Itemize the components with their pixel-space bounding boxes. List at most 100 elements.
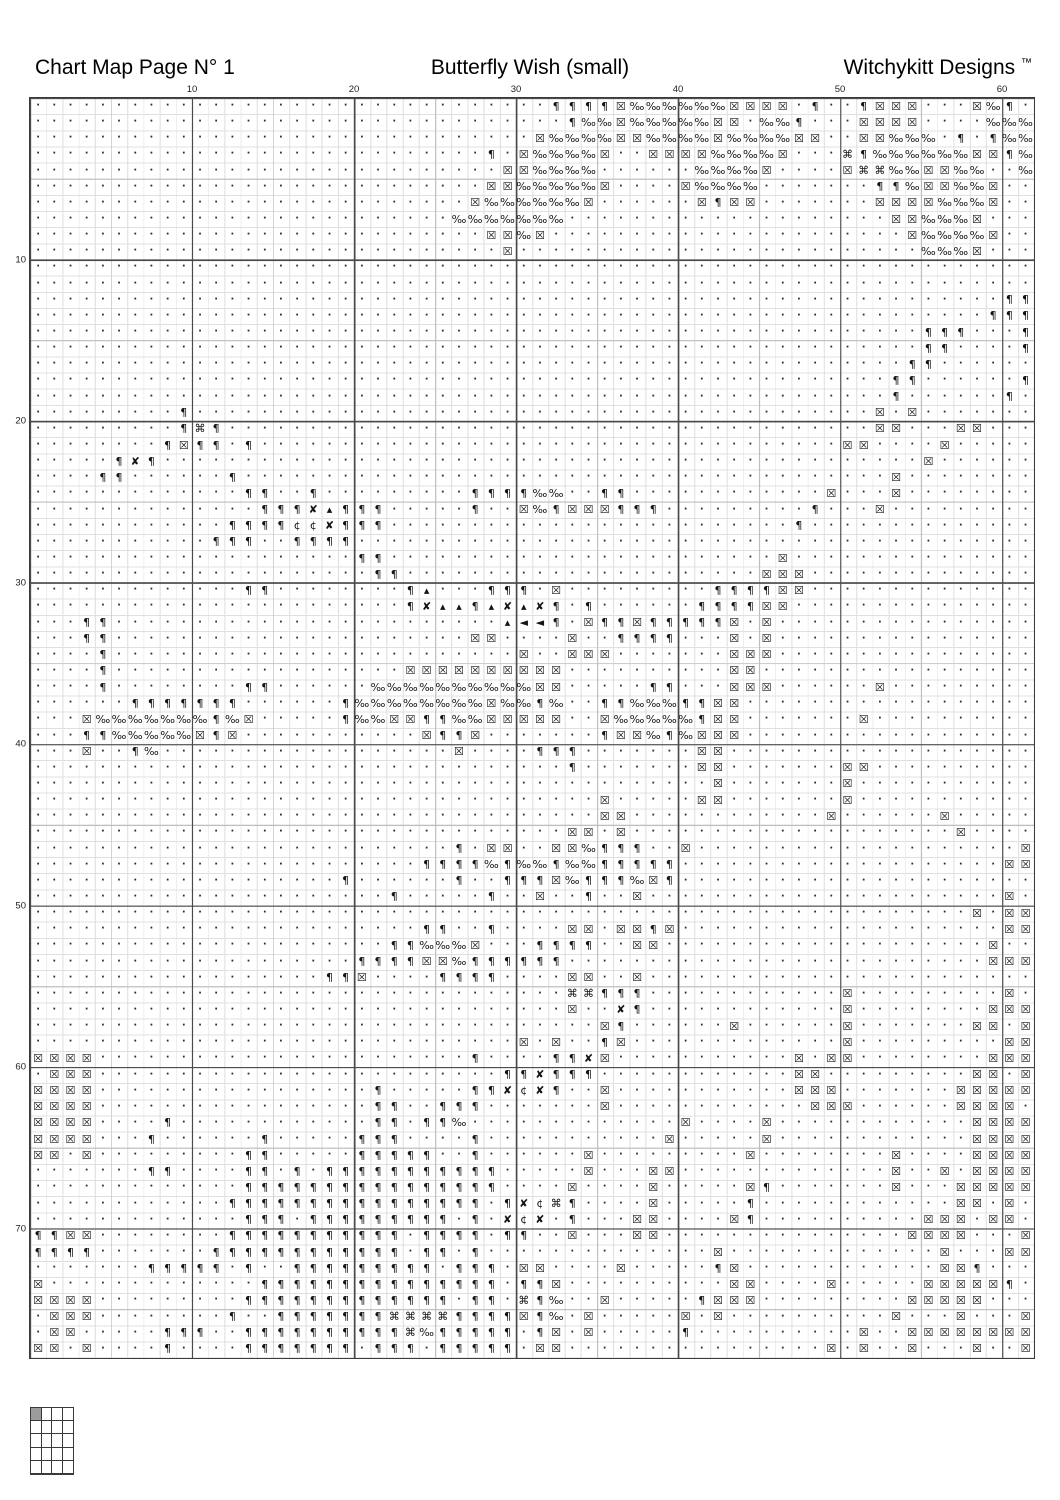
grid-cell: · [117, 664, 121, 676]
grid-cell: · [457, 1020, 461, 1032]
grid-cell: · [181, 455, 186, 467]
grid-cell: · [117, 148, 121, 160]
grid-cell: · [699, 261, 704, 273]
grid-cell: · [780, 519, 785, 531]
row-axis-label: 30 [15, 577, 26, 588]
grid-cell: · [230, 1165, 235, 1177]
grid-cell: · [877, 471, 882, 483]
grid-cell: · [554, 1165, 558, 1177]
grid-cell: · [36, 777, 40, 789]
grid-cell: · [489, 471, 494, 483]
grid-cell: · [117, 955, 121, 967]
grid-cell: · [554, 309, 558, 321]
grid-cell: · [230, 939, 235, 951]
grid-cell: · [84, 1197, 89, 1209]
grid-cell: · [117, 552, 121, 563]
grid-cell: · [845, 1116, 850, 1128]
grid-cell: · [214, 648, 219, 660]
grid-cell: · [262, 907, 267, 919]
grid-cell: · [780, 1003, 785, 1015]
grid-cell: · [165, 229, 170, 241]
grid-cell: ☒ [745, 196, 756, 210]
grid-cell: · [975, 842, 979, 854]
grid-cell: · [100, 213, 105, 225]
grid-cell: · [651, 761, 656, 773]
grid-cell: ☒ [955, 1180, 966, 1194]
grid-cell: ¶ [325, 1261, 333, 1275]
grid-cell: ☒ [793, 1068, 804, 1081]
grid-cell: · [489, 1020, 494, 1032]
grid-cell: ¶ [876, 180, 884, 194]
grid-cell: · [651, 229, 656, 241]
grid-cell: · [958, 1052, 963, 1064]
grid-cell: · [861, 987, 866, 999]
grid-cell: · [554, 422, 558, 434]
grid-cell: · [117, 180, 121, 192]
grid-cell: · [1007, 487, 1012, 499]
grid-cell: · [408, 213, 413, 225]
grid-cell: · [489, 939, 494, 951]
grid-cell: · [279, 213, 283, 225]
grid-cell: · [894, 568, 898, 580]
grid-cell: · [311, 761, 316, 773]
grid-cell: ☒ [534, 1342, 545, 1356]
grid-cell: · [942, 519, 947, 531]
grid-cell: · [877, 374, 882, 386]
grid-cell: · [894, 326, 898, 338]
grid-cell: · [780, 1310, 785, 1322]
grid-cell: · [667, 971, 672, 983]
grid-cell: · [748, 358, 753, 370]
grid-cell: ‰ [467, 712, 483, 726]
grid-cell: ☒ [599, 147, 610, 161]
grid-cell: ¶ [989, 131, 997, 145]
grid-cell: ¶ [568, 745, 576, 759]
grid-cell: · [117, 697, 121, 709]
grid-cell: · [311, 1133, 316, 1145]
grid-cell: ¶ [941, 325, 949, 339]
grid-cell: ¶ [601, 486, 609, 500]
grid-cell: ¶ [487, 486, 495, 500]
grid-cell: · [586, 374, 591, 386]
grid-cell: · [117, 826, 121, 838]
grid-cell: · [214, 745, 219, 757]
grid-cell: · [813, 342, 817, 354]
grid-cell: · [408, 971, 413, 983]
grid-cell: · [424, 810, 429, 822]
grid-cell: · [181, 777, 186, 789]
grid-cell: · [198, 100, 202, 112]
grid-cell: · [100, 1116, 105, 1128]
grid-cell: · [52, 487, 57, 499]
grid-cell: · [991, 971, 996, 983]
grid-cell: ☒ [842, 987, 853, 1001]
grid-cell: ‰ [354, 712, 370, 726]
grid-cell: ¶ [892, 390, 900, 404]
grid-cell: ☒ [972, 1342, 982, 1356]
grid-cell: · [230, 1116, 235, 1128]
grid-cell: · [538, 810, 542, 822]
grid-cell: · [214, 261, 219, 273]
grid-cell: · [861, 1165, 866, 1177]
grid-cell: · [683, 1036, 688, 1048]
grid-cell: · [797, 1310, 801, 1322]
grid-cell: · [165, 261, 170, 273]
grid-cell: · [716, 939, 720, 951]
grid-cell: ¶ [763, 1180, 771, 1194]
grid-cell: · [84, 1278, 89, 1290]
grid-cell: · [942, 1068, 947, 1080]
grid-cell: · [861, 600, 866, 612]
row-axis-label: 10 [15, 254, 26, 265]
grid-cell: · [764, 261, 769, 273]
grid-cell: · [861, 1052, 866, 1064]
grid-cell: ☒ [632, 971, 642, 985]
grid-cell: ☒ [1004, 1213, 1015, 1227]
grid-cell: ☒ [470, 664, 481, 678]
grid-cell: · [667, 390, 672, 402]
grid-cell: · [36, 180, 40, 192]
grid-cell: · [586, 471, 591, 483]
grid-cell: ¶ [277, 1213, 285, 1227]
grid-cell: ¶ [568, 761, 576, 775]
grid-cell: ¶ [649, 680, 657, 694]
grid-cell: · [651, 1116, 656, 1128]
grid-cell: · [181, 1084, 186, 1096]
grid-cell: · [1007, 229, 1012, 241]
